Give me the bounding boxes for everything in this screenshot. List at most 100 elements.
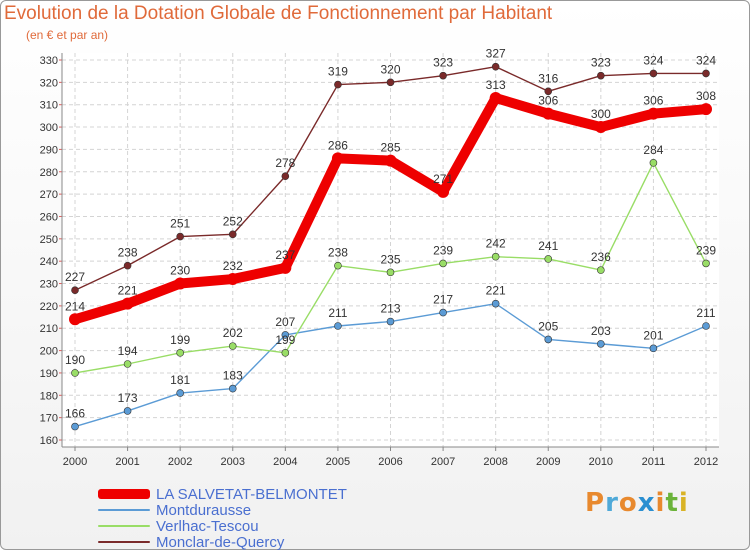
data-label: 238: [118, 246, 138, 260]
data-label: 183: [223, 369, 243, 383]
data-label: 320: [380, 62, 400, 76]
data-label: 190: [65, 353, 85, 367]
data-label: 271: [433, 172, 453, 186]
x-tick-label: 2006: [378, 456, 402, 468]
data-label: 306: [643, 94, 663, 108]
data-label: 316: [538, 71, 558, 85]
data-point: [594, 121, 607, 134]
data-point: [439, 308, 447, 317]
y-tick-label: 200: [40, 346, 58, 358]
data-point: [281, 172, 290, 181]
y-tick-label: 170: [40, 413, 58, 425]
x-tick-label: 2001: [115, 456, 139, 468]
data-point: [702, 259, 710, 268]
y-tick-label: 160: [40, 435, 58, 447]
y-tick-label: 210: [40, 323, 58, 335]
data-point: [123, 261, 132, 270]
data-label: 327: [486, 47, 506, 61]
data-point: [489, 92, 502, 104]
data-label: 227: [65, 270, 85, 284]
data-label: 213: [380, 302, 400, 316]
data-point: [384, 154, 397, 167]
data-label: 308: [696, 89, 716, 103]
data-label: 217: [433, 293, 453, 307]
data-label: 166: [65, 407, 85, 421]
data-point: [386, 268, 395, 277]
legend-item: Verlhac-Tescou: [98, 517, 259, 535]
y-tick-label: 250: [40, 234, 58, 246]
legend-label: LA SALVETAT-BELMONTET: [156, 485, 347, 503]
x-tick-label: 2008: [483, 456, 507, 468]
data-point: [491, 299, 500, 308]
data-label: 239: [433, 243, 453, 257]
legend-label: Monclar-de-Quercy: [156, 533, 285, 551]
data-label: 319: [328, 65, 348, 79]
data-point: [176, 349, 184, 357]
legend-label: Verlhac-Tescou: [156, 517, 259, 535]
data-label: 214: [65, 299, 85, 313]
chart-subtitle: (en € et par an): [26, 28, 109, 42]
data-label: 285: [380, 141, 400, 155]
data-point: [226, 273, 239, 286]
data-label: 251: [170, 217, 190, 231]
data-label: 205: [538, 319, 558, 333]
data-point: [544, 335, 553, 344]
data-point: [334, 261, 342, 270]
x-tick-label: 2003: [221, 456, 245, 468]
data-point: [123, 360, 132, 368]
x-tick-label: 2005: [326, 456, 350, 468]
data-label: 323: [433, 56, 453, 70]
data-label: 202: [223, 326, 243, 340]
data-point: [334, 80, 342, 89]
y-tick-label: 330: [40, 55, 58, 67]
y-tick-label: 180: [40, 390, 58, 402]
data-point: [597, 71, 605, 80]
data-label: 207: [275, 315, 295, 329]
data-label: 221: [118, 284, 138, 298]
data-point: [121, 297, 134, 310]
legend-swatch: [98, 541, 150, 543]
legend-item: LA SALVETAT-BELMONTET: [98, 485, 347, 503]
data-point: [228, 342, 237, 350]
data-point: [176, 389, 184, 397]
data-point: [649, 159, 658, 167]
y-tick-label: 220: [40, 301, 58, 313]
x-tick-label: 2009: [536, 456, 560, 468]
x-tick-label: 2010: [589, 456, 613, 468]
data-label: 323: [591, 56, 611, 70]
data-point: [331, 152, 344, 165]
x-tick-label: 2002: [168, 456, 192, 468]
x-tick-label: 2007: [431, 456, 455, 468]
legend-item: Montdurausse: [98, 502, 251, 519]
data-point: [279, 261, 292, 274]
data-point: [544, 87, 553, 96]
data-label: 324: [696, 53, 716, 67]
y-tick-label: 230: [40, 279, 58, 291]
x-tick-label: 2011: [642, 456, 666, 468]
data-label: 236: [591, 250, 611, 264]
data-label: 201: [643, 328, 663, 342]
data-point: [439, 259, 447, 268]
data-point: [228, 230, 237, 239]
data-label: 194: [118, 344, 138, 358]
data-point: [281, 331, 290, 339]
data-label: 211: [696, 306, 715, 320]
data-label: 235: [380, 252, 400, 266]
data-point: [71, 369, 79, 377]
y-tick-label: 320: [40, 77, 58, 89]
data-label: 306: [538, 94, 558, 108]
data-label: 199: [170, 333, 190, 347]
y-tick-label: 190: [40, 368, 58, 380]
data-label: 278: [275, 156, 295, 170]
data-label: 232: [223, 259, 243, 273]
data-point: [647, 107, 660, 120]
data-point: [69, 313, 81, 326]
data-point: [597, 266, 605, 274]
y-tick-label: 240: [40, 256, 58, 268]
data-point: [491, 62, 500, 71]
data-label: 173: [118, 391, 138, 405]
data-point: [386, 78, 395, 87]
data-point: [649, 69, 658, 78]
data-point: [439, 71, 447, 80]
